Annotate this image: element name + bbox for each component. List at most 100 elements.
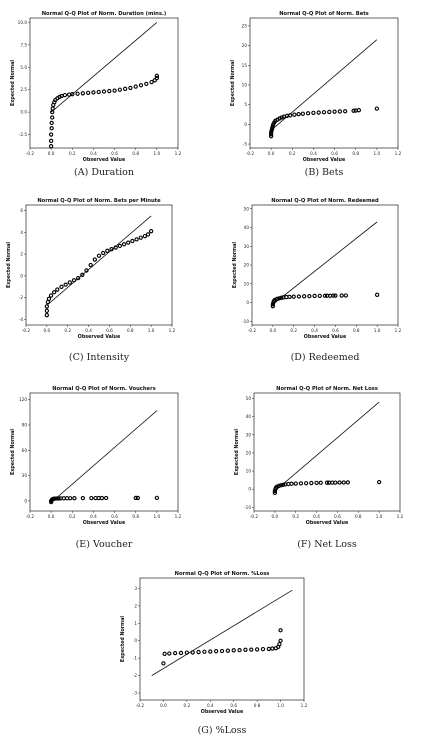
- qq-point: [376, 479, 382, 485]
- x-tick-label: 1.0: [374, 151, 381, 156]
- qq-point: [44, 308, 50, 313]
- qq-point: [112, 88, 117, 93]
- y-tick-label: 0: [134, 638, 137, 643]
- qq-point: [287, 294, 292, 300]
- qq-point: [96, 89, 101, 95]
- qq-point: [145, 232, 151, 237]
- x-axis-label: Observed Value: [303, 157, 346, 163]
- qq-point: [345, 480, 351, 485]
- qq-point: [133, 84, 138, 89]
- x-tick-label: 1.2: [397, 514, 404, 519]
- y-tick-label: 60: [22, 448, 28, 453]
- qq-panel: Normal Q-Q Plot of Norm. Bets -0.2 0.0 0.2 0…: [230, 11, 402, 178]
- x-axis-label: Observed Value: [304, 334, 347, 340]
- qq-panel: Normal Q-Q Plot of Norm. Vouchers -0.2 0.0…: [10, 386, 182, 550]
- x-tick-label: -0.2: [246, 151, 255, 156]
- x-tick-label: 0.2: [184, 703, 191, 708]
- qq-point: [321, 110, 327, 115]
- qq-point: [292, 112, 297, 117]
- plot-frame: [29, 17, 179, 149]
- y-tick-label: -2: [19, 295, 24, 300]
- x-tick-label: 0.8: [132, 151, 139, 156]
- qq-point: [276, 296, 282, 301]
- qq-point: [190, 650, 195, 655]
- x-tick-label: 0.0: [270, 328, 277, 333]
- y-tick-label: 2: [134, 603, 137, 608]
- qq-point: [337, 480, 342, 485]
- qq-point: [213, 649, 219, 654]
- x-axis-label: Observed Value: [83, 520, 126, 526]
- x-tick-label: 0.2: [289, 151, 296, 156]
- qq-point: [117, 243, 123, 249]
- y-axis-label: Expected Normal: [230, 60, 236, 106]
- qq-point: [219, 648, 225, 654]
- x-tick-label: 0.6: [331, 151, 338, 156]
- qq-point: [80, 495, 86, 501]
- y-tick-label: 40: [244, 225, 250, 230]
- x-tick-label: 0.8: [127, 328, 134, 333]
- x-tick-label: 0.4: [90, 514, 97, 519]
- y-axis-label: Expected Normal: [120, 616, 126, 662]
- qq-point: [339, 293, 344, 298]
- figure-caption: (F) Net Loss: [297, 539, 357, 550]
- qq-point: [148, 229, 154, 234]
- qq-panel: Normal Q-Q Plot of Norm. Redeemed -0.2 0.0…: [232, 198, 402, 363]
- qq-point: [268, 130, 274, 135]
- qq-point: [333, 293, 338, 298]
- reference-line: [50, 410, 158, 503]
- qq-point: [128, 85, 133, 91]
- x-tick-label: 1.0: [148, 328, 155, 333]
- reference-line: [270, 39, 378, 131]
- y-tick-label: 50: [246, 396, 252, 401]
- qq-point: [52, 496, 57, 501]
- qq-point: [269, 128, 274, 133]
- qq-point: [44, 304, 50, 309]
- qq-point: [268, 134, 274, 139]
- qq-point: [162, 651, 167, 656]
- qq-point: [278, 638, 283, 643]
- plot-frame: [249, 17, 399, 149]
- qq-point: [154, 75, 160, 81]
- qq-point: [71, 278, 77, 283]
- qq-panel: Normal Q-Q Plot of Norm. Net Loss -0.2 0.0…: [234, 386, 404, 550]
- qq-point: [296, 294, 302, 299]
- y-tick-label: 4: [20, 230, 23, 235]
- x-tick-label: 0.0: [44, 328, 51, 333]
- qq-point: [88, 262, 93, 268]
- qq-point: [89, 495, 94, 501]
- qq-point: [270, 646, 275, 651]
- y-tick-label: 0: [246, 300, 249, 305]
- qq-point: [50, 106, 55, 111]
- x-tick-label: 1.2: [301, 703, 308, 708]
- x-tick-label: 1.2: [169, 328, 176, 333]
- qq-point: [184, 650, 190, 655]
- qq-point: [274, 296, 280, 302]
- y-axis-label: Expected Normal: [10, 429, 16, 475]
- qq-point: [374, 106, 380, 111]
- qq-panel: Normal Q-Q Plot of Norm. %Loss -0.2 0.0 0.2…: [120, 571, 308, 736]
- qq-point: [332, 109, 337, 114]
- qq-point: [288, 113, 293, 118]
- qq-point: [270, 304, 276, 309]
- x-tick-label: 0.6: [334, 514, 341, 519]
- chart-title: Normal Q-Q Plot of Norm. Duration (mins.…: [42, 11, 167, 17]
- y-tick-label: 20: [244, 263, 250, 268]
- qq-point: [341, 480, 346, 485]
- y-tick-label: 0: [248, 487, 251, 492]
- y-tick-label: -3: [133, 691, 138, 696]
- qq-point: [272, 297, 278, 303]
- qq-point: [316, 110, 321, 115]
- x-tick-label: 0.2: [64, 328, 71, 333]
- y-tick-label: 0: [24, 498, 27, 503]
- x-tick-label: 1.2: [175, 514, 182, 519]
- plot-frame: [29, 392, 179, 512]
- qq-point: [80, 272, 85, 277]
- qq-point: [135, 495, 140, 501]
- qq-point: [331, 293, 336, 298]
- x-tick-label: 0.0: [268, 151, 275, 156]
- y-tick-label: 7.5: [20, 42, 27, 47]
- y-tick-label: -10: [244, 505, 251, 510]
- qq-point: [196, 649, 201, 655]
- qq-point: [72, 496, 77, 501]
